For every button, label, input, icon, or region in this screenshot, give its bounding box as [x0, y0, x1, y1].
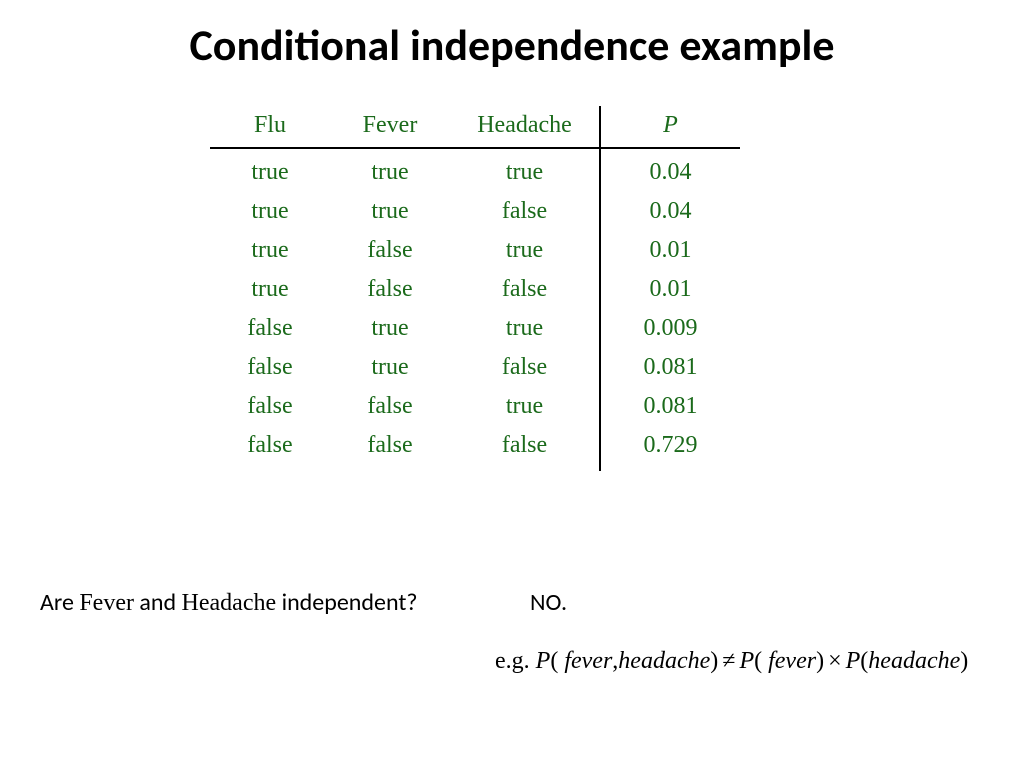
formula-text: e.g. P( fever,headache)≠P( fever)×P(head… — [495, 648, 968, 675]
col-header-fever: Fever — [330, 106, 450, 148]
cell: true — [450, 148, 600, 192]
table-row: false true true 0.009 — [210, 309, 740, 348]
table-row: true false false 0.01 — [210, 270, 740, 309]
formula-r2-close: ) — [960, 648, 968, 674]
cell: true — [450, 309, 600, 348]
cell: false — [330, 270, 450, 309]
answer-text: NO. — [530, 588, 567, 617]
cell: true — [210, 148, 330, 192]
col-header-p: P — [600, 106, 740, 148]
question-suffix: independent? — [276, 588, 417, 617]
cell: false — [330, 231, 450, 270]
cell: false — [210, 387, 330, 426]
cell: true — [330, 309, 450, 348]
question-text: Are Fever and Headache independent? — [40, 588, 418, 617]
cell: true — [210, 270, 330, 309]
cell: false — [450, 192, 600, 231]
cell: 0.04 — [600, 148, 740, 192]
cell: false — [450, 348, 600, 387]
table-row: true false true 0.01 — [210, 231, 740, 270]
formula-r2-a: headache — [868, 648, 960, 674]
formula-r1-open: ( — [754, 648, 762, 674]
table-row: true true true 0.04 — [210, 148, 740, 192]
formula-r2-P: P — [846, 648, 861, 674]
cell: 0.009 — [600, 309, 740, 348]
probability-table: Flu Fever Headache P true true true 0.04… — [210, 106, 740, 471]
formula-lhs-P: P — [536, 648, 551, 674]
cell: true — [450, 387, 600, 426]
cell: true — [330, 148, 450, 192]
question-var1: Fever — [79, 590, 134, 616]
slide: Conditional independence example Flu Fev… — [0, 0, 1024, 768]
cell: 0.729 — [600, 426, 740, 471]
cell: 0.081 — [600, 348, 740, 387]
cell: true — [210, 192, 330, 231]
formula-r1-a: fever — [762, 648, 816, 674]
table-header-row: Flu Fever Headache P — [210, 106, 740, 148]
cell: false — [330, 387, 450, 426]
cell: true — [210, 231, 330, 270]
cell: 0.01 — [600, 270, 740, 309]
formula-r1-P: P — [739, 648, 754, 674]
col-header-headache: Headache — [450, 106, 600, 148]
question-mid: and — [134, 588, 182, 617]
formula-neq: ≠ — [718, 648, 739, 674]
table-row: true true false 0.04 — [210, 192, 740, 231]
table-row: false false false 0.729 — [210, 426, 740, 471]
question-prefix: Are — [40, 588, 79, 617]
formula-times: × — [824, 648, 846, 674]
slide-title: Conditional independence example — [0, 18, 1024, 72]
cell: false — [450, 426, 600, 471]
cell: false — [330, 426, 450, 471]
cell: true — [330, 348, 450, 387]
cell: true — [330, 192, 450, 231]
formula-r1-close: ) — [816, 648, 824, 674]
col-header-flu: Flu — [210, 106, 330, 148]
cell: false — [210, 426, 330, 471]
cell: false — [210, 348, 330, 387]
cell: 0.01 — [600, 231, 740, 270]
table: Flu Fever Headache P true true true 0.04… — [210, 106, 740, 471]
table-row: false false true 0.081 — [210, 387, 740, 426]
question-var2: Headache — [182, 590, 277, 616]
cell: 0.081 — [600, 387, 740, 426]
table-row: false true false 0.081 — [210, 348, 740, 387]
cell: false — [450, 270, 600, 309]
cell: true — [450, 231, 600, 270]
formula-prefix: e.g. — [495, 648, 536, 674]
cell: false — [210, 309, 330, 348]
formula-lhs-b: headache — [618, 648, 710, 674]
cell: 0.04 — [600, 192, 740, 231]
formula-lhs-a: fever — [558, 648, 612, 674]
